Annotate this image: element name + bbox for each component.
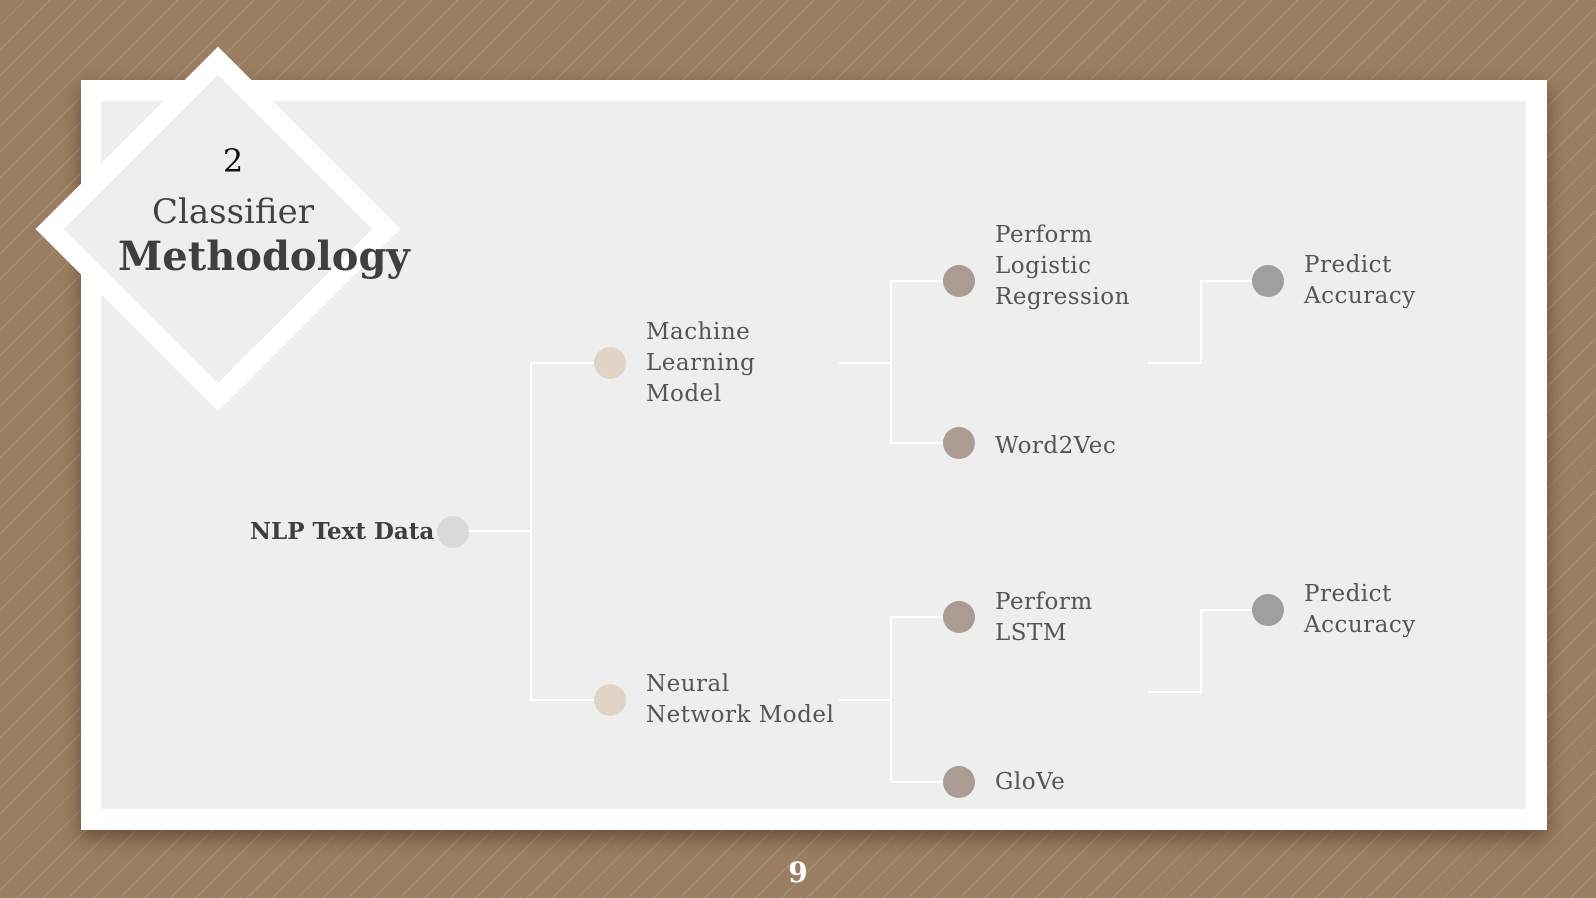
- word2vec-node-label: Word2Vec: [995, 433, 1117, 459]
- root-node-label: NLP Text Data: [250, 518, 435, 545]
- connector-nn-fork: [890, 616, 959, 783]
- logreg-accuracy-node-dot: [1252, 265, 1284, 297]
- page-number: 9: [788, 856, 808, 889]
- glove-node-dot: [943, 766, 975, 798]
- logreg-node-dot: [943, 265, 975, 297]
- nn-model-node-dot: [594, 684, 626, 716]
- connector-ml-fork: [890, 280, 959, 444]
- glove-node-label: GloVe: [995, 769, 1066, 795]
- nn-model-node-label: Neural Network Model: [646, 671, 835, 728]
- connector-root-branches: [530, 362, 610, 701]
- word2vec-node-dot: [943, 427, 975, 459]
- ml-model-node-label: Machine Learning Model: [646, 319, 756, 407]
- section-title-line1: Classifier: [152, 192, 314, 232]
- connector-logreg-accuracy: [1148, 280, 1263, 364]
- section-number: 2: [222, 142, 244, 180]
- connector-lstm-accuracy: [1148, 609, 1263, 693]
- logreg-accuracy-node-label: Predict Accuracy: [1304, 252, 1416, 309]
- lstm-accuracy-node-label: Predict Accuracy: [1304, 581, 1416, 638]
- lstm-node-label: Perform LSTM: [995, 589, 1093, 646]
- root-node-dot: [437, 516, 469, 548]
- lstm-node-dot: [943, 601, 975, 633]
- logreg-node-label: Perform Logistic Regression: [995, 222, 1130, 310]
- lstm-accuracy-node-dot: [1252, 594, 1284, 626]
- ml-model-node-dot: [594, 347, 626, 379]
